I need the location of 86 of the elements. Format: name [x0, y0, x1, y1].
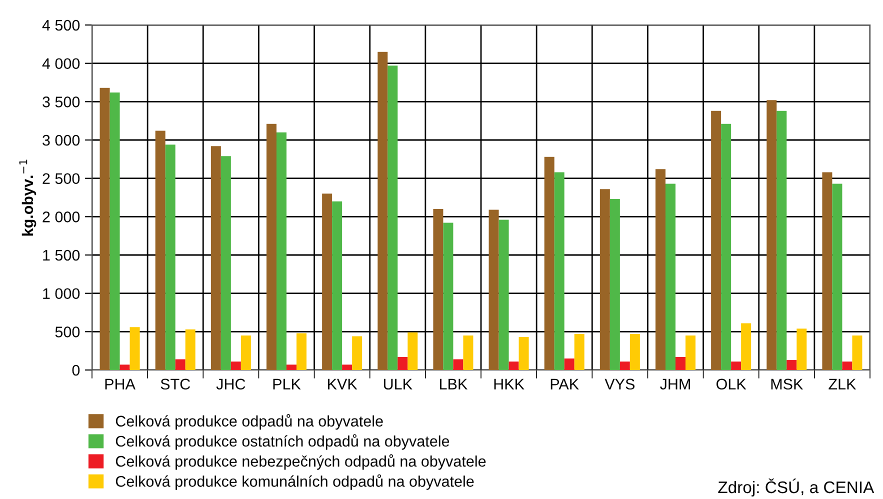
bar: [388, 66, 398, 370]
legend-label: Celková produkce komunálních odpadů na obyvatele: [116, 474, 474, 490]
bar: [822, 172, 832, 370]
bar: [165, 144, 176, 370]
y-tick-label: 500: [55, 326, 80, 338]
bar: [220, 156, 231, 370]
bar: [296, 333, 307, 370]
bar: [352, 336, 362, 370]
x-tick-label: HKK: [494, 378, 524, 390]
x-tick-label: STC: [160, 378, 190, 390]
y-axis-title: kg.obyv.$^{−1}$: [19, 160, 36, 236]
x-tick-label: PAK: [550, 378, 579, 390]
bar: [832, 184, 842, 370]
bar: [433, 209, 444, 370]
bar: [842, 362, 852, 370]
bar: [286, 364, 297, 370]
bar: [610, 199, 620, 370]
bar: [498, 220, 509, 370]
bar: [240, 336, 251, 370]
bar: [711, 110, 722, 370]
x-tick-label: JHC: [216, 378, 246, 390]
x-tick-label: MSK: [771, 378, 804, 390]
bar: [630, 334, 640, 370]
bar: [686, 336, 696, 370]
y-tick-label: 0: [72, 364, 80, 376]
bar: [276, 132, 286, 370]
bar: [185, 329, 196, 370]
bar: [378, 52, 388, 370]
bar: [852, 336, 862, 370]
x-tick-label: KVK: [328, 378, 358, 390]
bar: [408, 332, 418, 370]
x-tick-label: PLK: [273, 378, 301, 390]
bar: [786, 360, 797, 370]
y-tick-label: 2 500: [42, 173, 80, 184]
bar: [676, 356, 686, 370]
bar: [600, 189, 610, 370]
bar: [564, 358, 574, 370]
bar: [731, 362, 742, 370]
bar: [518, 337, 529, 370]
x-tick-label: VYS: [604, 378, 635, 390]
bar: [322, 194, 332, 370]
bar: [741, 323, 752, 370]
x-tick-label: JHM: [660, 378, 690, 390]
bar: [620, 362, 630, 370]
x-tick-label: OLK: [716, 378, 746, 390]
bar: [266, 124, 276, 370]
legend-label: Celková produkce odpadů na obyvatele: [116, 414, 383, 430]
x-tick-label: ZLK: [828, 378, 856, 390]
bar: [210, 146, 221, 370]
y-tick-label: 2 000: [42, 212, 80, 222]
y-tick-label: 1 000: [43, 288, 80, 300]
bar: [766, 100, 777, 370]
bar: [332, 201, 342, 370]
y-tick-label: 3 000: [42, 134, 80, 146]
bar: [100, 88, 110, 370]
bar: [155, 130, 166, 370]
bar: [721, 124, 732, 370]
y-tick-label: 3 500: [42, 96, 80, 108]
bar: [120, 364, 130, 370]
bar: [230, 362, 241, 370]
bar: [342, 364, 352, 370]
bar: [175, 359, 186, 370]
legend-label: Celková produkce nebezpečných odpadů na obyvatele: [116, 454, 486, 470]
bar: [508, 362, 519, 370]
bar: [544, 156, 554, 370]
bar: [554, 172, 564, 370]
bar: [665, 184, 676, 370]
bar: [463, 336, 474, 370]
bar: [443, 222, 454, 370]
x-tick-label: ULK: [384, 378, 412, 390]
y-tick-label: 4 500: [42, 20, 80, 31]
y-tick-label: 4 000: [42, 58, 80, 70]
bar: [776, 110, 787, 370]
bar: [655, 169, 666, 370]
bar: [574, 334, 584, 370]
x-tick-label: LBK: [440, 378, 468, 390]
bar: [398, 356, 408, 370]
bar: [110, 92, 120, 370]
text: Zdroj: ČSÚ, a CENIA: [718, 478, 874, 497]
bar: [488, 210, 499, 370]
bar: [453, 359, 464, 370]
x-tick-label: PHA: [105, 378, 136, 390]
y-tick-label: 1 500: [43, 250, 80, 261]
legend-label: Celková produkce ostatních odpadů na obyvatele: [116, 434, 450, 450]
bar: [796, 328, 807, 370]
bar: [130, 327, 140, 370]
